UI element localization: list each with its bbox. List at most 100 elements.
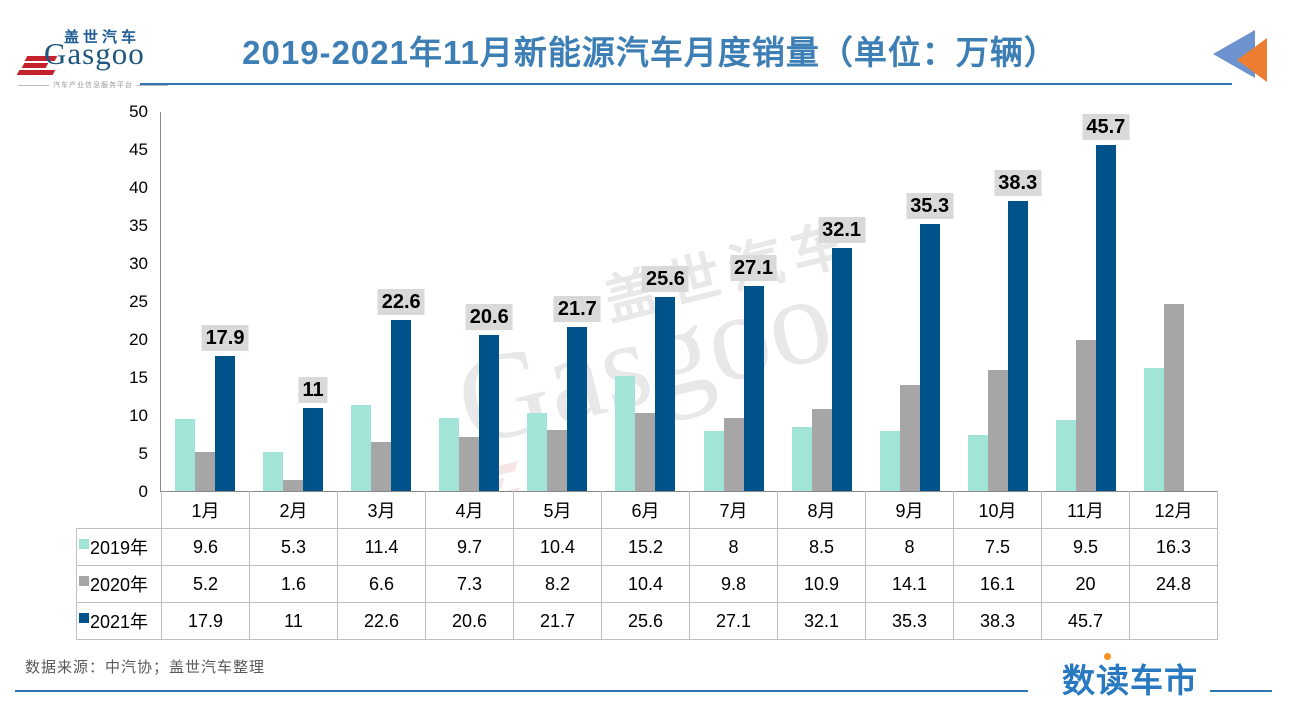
month-header-cell: 9月 (865, 491, 954, 529)
y-axis-tick-label: 50 (129, 102, 148, 121)
bar-2021年-2月 (303, 408, 324, 492)
value-cell: 9.8 (689, 565, 778, 603)
value-cell: 11.4 (337, 528, 426, 566)
value-cell: 5.3 (249, 528, 338, 566)
data-source-note: 数据来源：中汽协；盖世汽车整理 (25, 659, 266, 676)
value-cell: 14.1 (865, 565, 954, 603)
value-cell: 20.6 (425, 602, 514, 640)
month-slot: 20.6 (425, 112, 513, 492)
bar-2020年-10月 (987, 369, 1008, 492)
bar-2021年-7月 (743, 286, 764, 492)
month-header-cell: 3月 (337, 491, 426, 529)
value-cell: 16.1 (953, 565, 1042, 603)
bar-2019年-10月 (967, 435, 988, 492)
value-cell: 6.6 (337, 565, 426, 603)
bar-2019年-9月 (879, 431, 900, 492)
bar-2021年-6月 (655, 297, 676, 492)
y-axis-line (160, 112, 161, 492)
y-axis-tick-label: 35 (129, 216, 148, 235)
bar-2019年-12月 (1143, 368, 1164, 492)
value-cell: 8 (689, 528, 778, 566)
value-cell: 20 (1041, 565, 1130, 603)
legend-swatch-icon (79, 613, 89, 623)
value-cell: 10.4 (513, 528, 602, 566)
shudu-cheshi-brand: 数读车市 (1062, 662, 1198, 699)
y-axis-tick-label: 40 (129, 178, 148, 197)
value-cell: 9.7 (425, 528, 514, 566)
bar-2021年-11月 (1095, 144, 1116, 492)
y-axis-tick-label: 20 (129, 330, 148, 349)
data-label: 17.9 (201, 324, 249, 351)
data-table: 1月 2月 3月 4月 5月 6月 7月 8月 9月 10月 11月 12月 2019年 9.6 5.3 11… (76, 491, 1218, 640)
month-slot: 11 (249, 112, 337, 492)
bar-2021年-9月 (919, 223, 940, 492)
month-slot: 17.9 (161, 112, 249, 492)
footer-divider-left (15, 690, 1028, 692)
value-cell: 45.7 (1041, 602, 1130, 640)
value-cell: 10.4 (601, 565, 690, 603)
gasgoo-logo-chinese: 盖世汽车 (64, 29, 141, 46)
bar-2021年-3月 (391, 320, 412, 492)
bar-2019年-8月 (791, 427, 812, 492)
bar-2019年-2月 (263, 451, 284, 492)
month-header-cell: 8月 (777, 491, 866, 529)
data-label: 20.6 (465, 304, 513, 331)
data-label: 38.3 (994, 169, 1042, 196)
bar-2019年-1月 (175, 419, 196, 492)
data-label: 32.1 (818, 217, 866, 244)
page-title: 2019-2021年11月新能源汽车月度销量（单位：万辆） (242, 34, 1058, 71)
month-header-cell: 5月 (513, 491, 602, 529)
bar-2021年-1月 (215, 355, 236, 492)
data-label: 27.1 (730, 255, 777, 282)
bar-2020年-3月 (371, 441, 392, 492)
series-legend-cell: 2021年 (76, 602, 162, 640)
month-header-cell: 6月 (601, 491, 690, 529)
month-slot: 25.6 (601, 112, 689, 492)
series-legend-cell: 2020年 (76, 565, 162, 603)
y-axis-tick-label: 0 (138, 482, 148, 501)
value-cell: 7.3 (425, 565, 514, 603)
month-slot: 32.1 (778, 112, 866, 492)
value-cell: 11 (249, 602, 338, 640)
value-cell: 7.5 (953, 528, 1042, 566)
y-axis-tick-label: 30 (129, 254, 148, 273)
bar-2019年-3月 (351, 405, 372, 492)
bar-2019年-7月 (703, 431, 724, 492)
header-divider (140, 83, 1232, 85)
value-cell: 32.1 (777, 602, 866, 640)
bar-chart-plot-area: 17.9 11 22.6 20.6 21.7 25.6 27.1 32.1 35.3 38.3 45… (161, 112, 1218, 492)
bar-2020年-9月 (899, 384, 920, 492)
month-header-cell: 2月 (249, 491, 338, 529)
data-label: 11 (298, 377, 328, 404)
month-header-cell: 10月 (953, 491, 1042, 529)
y-axis-tick-label: 5 (138, 444, 148, 463)
month-slot: 22.6 (337, 112, 425, 492)
bar-2020年-1月 (195, 452, 216, 492)
value-cell: 8 (865, 528, 954, 566)
value-cell: 38.3 (953, 602, 1042, 640)
bar-2020年-7月 (723, 417, 744, 492)
legend-swatch-icon (79, 539, 89, 549)
bar-2020年-12月 (1163, 303, 1184, 492)
bar-2020年-2月 (283, 479, 304, 492)
month-slot (1130, 112, 1218, 492)
month-header-cell: 4月 (425, 491, 514, 529)
month-header-cell: 1月 (161, 491, 250, 529)
series-legend-cell: 2019年 (76, 528, 162, 566)
value-cell: 17.9 (161, 602, 250, 640)
month-slot: 38.3 (954, 112, 1042, 492)
table-row: 2020年 5.2 1.6 6.6 7.3 8.2 10.4 9.8 10.9 14.1 16.1 2… (76, 565, 1218, 603)
table-row: 2021年 17.9 11 22.6 20.6 21.7 25.6 27.1 32.1 35.3 3… (76, 602, 1218, 640)
bar-2019年-5月 (527, 412, 548, 492)
bar-2021年-5月 (567, 327, 588, 492)
data-label: 35.3 (906, 192, 954, 219)
gasgoo-logo-wordmark: Gasgoo (44, 36, 145, 71)
month-slot: 45.7 (1042, 112, 1130, 492)
month-slot: 27.1 (689, 112, 777, 492)
legend-swatch-icon (79, 576, 89, 586)
data-label: 22.6 (377, 289, 425, 316)
bar-2020年-4月 (459, 436, 480, 492)
y-axis-tick-label: 45 (129, 140, 148, 159)
bar-2020年-6月 (635, 412, 656, 492)
data-label: 45.7 (1082, 113, 1130, 140)
